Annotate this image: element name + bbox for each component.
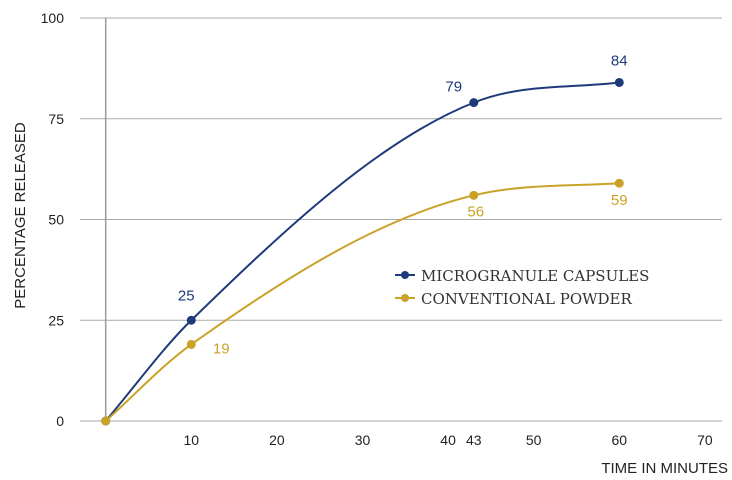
data-label: 56 xyxy=(467,203,484,220)
series-points xyxy=(101,77,624,426)
legend: MICROGRANULE CAPSULES CONVENTIONAL POWDER xyxy=(395,267,649,308)
data-labels: 25 79 84 19 56 59 xyxy=(178,52,628,357)
data-point xyxy=(186,339,196,349)
data-point xyxy=(469,98,479,108)
y-tick-label: 25 xyxy=(48,312,64,328)
data-point xyxy=(614,178,624,188)
x-tick-label: 60 xyxy=(611,432,627,448)
legend-marker xyxy=(401,294,409,302)
y-tick-label: 100 xyxy=(41,10,65,26)
x-tick-label: 20 xyxy=(269,432,285,448)
data-point xyxy=(101,416,111,426)
y-tick-label: 0 xyxy=(56,413,64,429)
x-tick-label: 70 xyxy=(697,432,713,448)
data-label: 59 xyxy=(611,192,628,209)
x-tick-label: 10 xyxy=(183,432,199,448)
series-lines xyxy=(104,81,620,422)
x-tick-label: 43 xyxy=(466,432,482,448)
series-line xyxy=(105,182,620,422)
legend-label: MICROGRANULE CAPSULES xyxy=(421,267,649,285)
data-point xyxy=(614,77,624,87)
data-point xyxy=(469,190,479,200)
x-tick-label: 30 xyxy=(355,432,371,448)
y-tick-label: 75 xyxy=(48,111,64,127)
data-label: 84 xyxy=(611,52,628,69)
y-axis-title: PERCENTAGE RELEASED xyxy=(12,122,29,309)
data-point xyxy=(186,315,196,325)
series-line xyxy=(104,81,620,422)
x-axis-title: TIME IN MINUTES xyxy=(601,460,728,477)
legend-label: CONVENTIONAL POWDER xyxy=(421,290,633,308)
x-tick-label: 50 xyxy=(526,432,542,448)
data-label: 25 xyxy=(178,287,195,304)
data-label: 79 xyxy=(445,79,462,96)
y-tick-label: 50 xyxy=(48,212,64,228)
legend-marker xyxy=(401,271,409,279)
tick-labels: 0 25 50 75 100 10 20 30 40 43 50 60 70 xyxy=(41,10,713,448)
x-tick-label: 40 xyxy=(440,432,456,448)
data-label: 19 xyxy=(213,340,230,357)
